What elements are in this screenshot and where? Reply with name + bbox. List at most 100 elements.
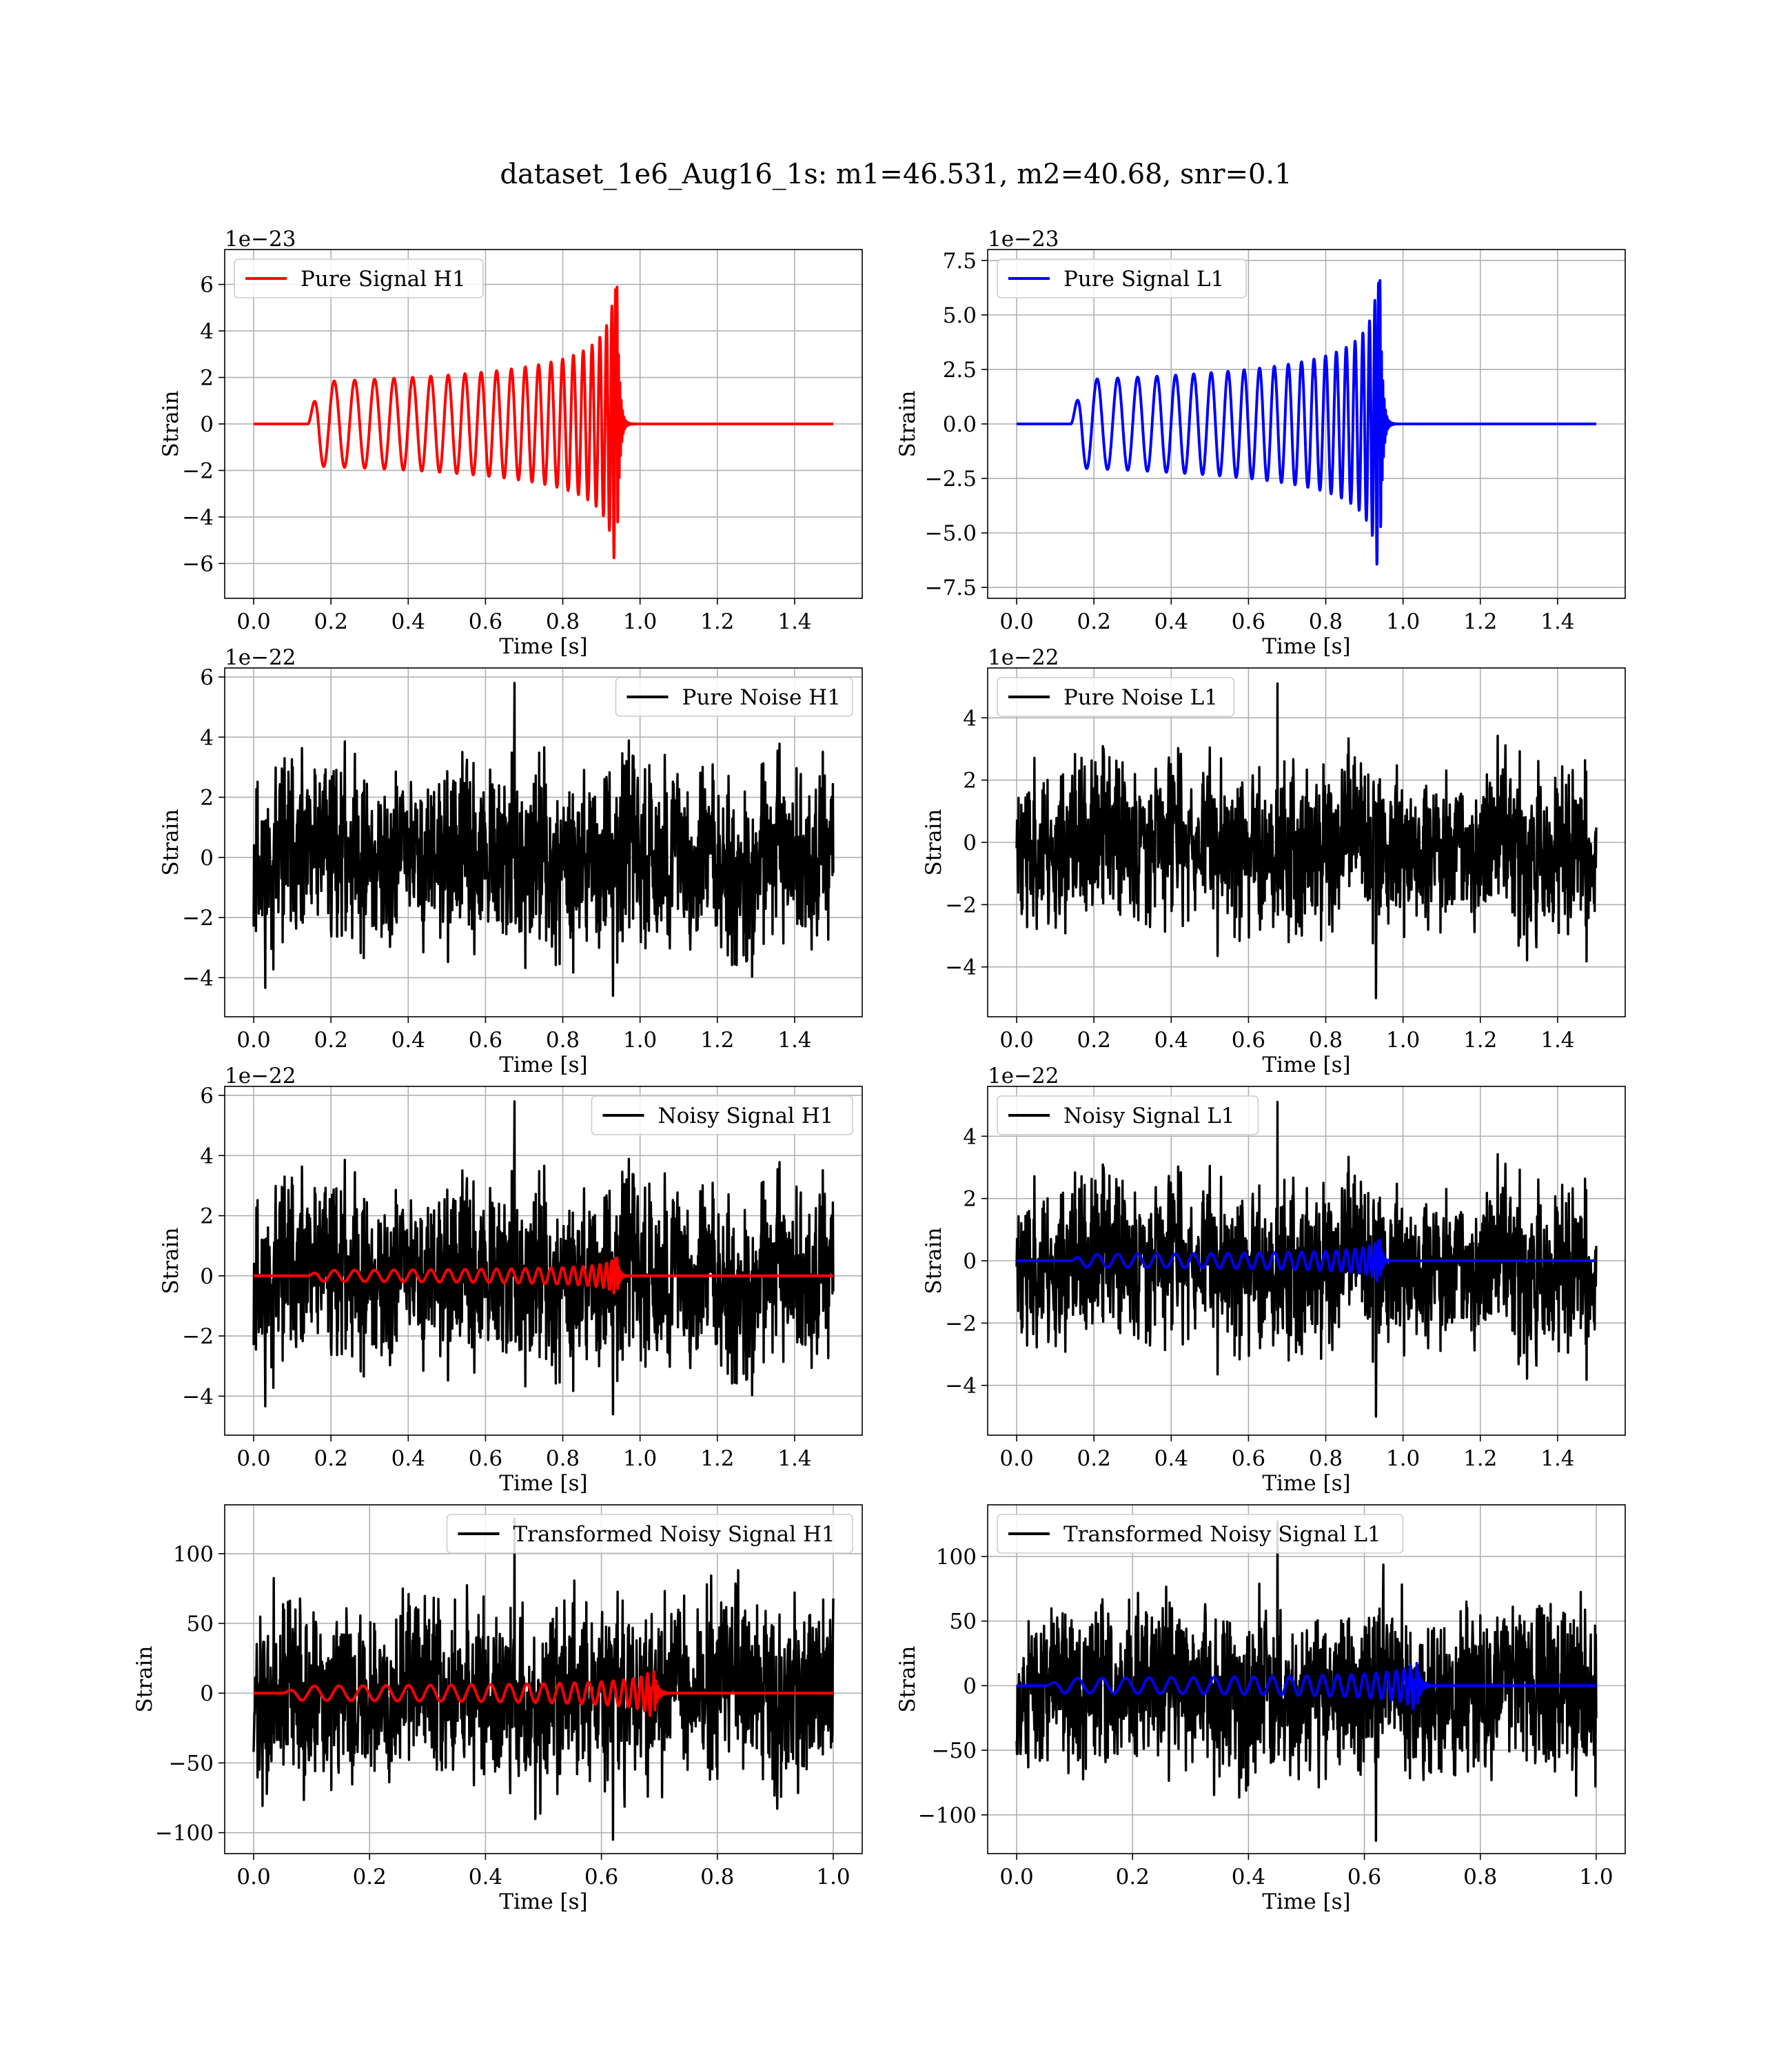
series-line-noisy-signal-h1 (252, 1100, 835, 1416)
x-tick-label: 0.4 (1232, 1865, 1265, 1889)
x-tick-label: 1.0 (623, 609, 657, 634)
axis-exponent: 1e−22 (225, 1064, 296, 1088)
legend-label: Pure Noise H1 (682, 685, 841, 710)
y-tick-label: 4 (200, 319, 214, 344)
x-tick-label: 0.8 (1309, 1028, 1343, 1053)
x-tick-label: 0.4 (469, 1865, 502, 1889)
y-tick-label: 0 (200, 1681, 214, 1706)
legend-box (997, 677, 1235, 717)
y-tick-label: 5.0 (943, 303, 977, 328)
y-tick-label: 6 (200, 273, 214, 298)
y-tick-label: 4 (963, 706, 977, 731)
y-tick-label: −2 (182, 458, 214, 483)
chart-panel-noisy-signal-l1: 0.0 0.2 0.4 0.6 0.8 1.0 1.2 1.4 4 2 0 −2 −4 Time [s] S… (922, 1064, 1626, 1496)
y-tick-label: 4 (200, 725, 214, 750)
series-group (252, 1517, 835, 1841)
legend: Noisy Signal H1 (591, 1095, 853, 1135)
x-tick-label: 0.6 (1232, 1028, 1265, 1053)
y-tick-label: −4 (945, 1374, 977, 1399)
series-group (1015, 278, 1598, 566)
y-tick-label: −2 (945, 1311, 977, 1336)
y-tick-label: 0.0 (943, 412, 977, 437)
legend-label: Noisy Signal L1 (1063, 1104, 1235, 1128)
x-tick-label: 1.4 (1540, 1028, 1574, 1053)
legend: Pure Noise L1 (997, 677, 1235, 717)
y-tick-label: 0 (963, 831, 977, 855)
series-line-transformed-noisy-signal-h1 (252, 1517, 835, 1841)
series-line-overlay-1 (1015, 1239, 1598, 1283)
y-axis-label: Strain (922, 809, 946, 876)
x-tick-label: 0.2 (1077, 1446, 1111, 1471)
chart-panel-transformed-noisy-signal-l1: 0.0 0.2 0.4 0.6 0.8 1.0 100 50 0 −50 −100 Time [s] S… (895, 1504, 1626, 1914)
x-tick-label: 0.2 (314, 1028, 348, 1053)
series-line-pure-signal-l1 (1015, 278, 1598, 566)
x-tick-label: 0.4 (391, 1446, 425, 1471)
axis-exponent: 1e−22 (988, 1064, 1059, 1088)
legend-box (591, 1095, 853, 1135)
y-tick-label: 100 (173, 1542, 214, 1567)
axis-exponent: 1e−22 (988, 645, 1059, 670)
chart-panel-transformed-noisy-signal-h1: 0.0 0.2 0.4 0.6 0.8 1.0 100 50 0 −50 −100 Time [s] S… (132, 1504, 863, 1914)
x-tick-label: 0.2 (1077, 1028, 1111, 1053)
chart-panel-pure-noise-l1: 0.0 0.2 0.4 0.6 0.8 1.0 1.2 1.4 4 2 0 −2 −4 Time [s] S… (922, 645, 1626, 1077)
x-tick-label: 0.8 (546, 1446, 580, 1471)
x-axis-label: Time [s] (499, 1889, 587, 1914)
figure-title: dataset_1e6_Aug16_1s: m1=46.531, m2=40.6… (500, 159, 1292, 190)
y-axis-label: Strain (895, 391, 920, 458)
y-tick-label: −100 (155, 1821, 214, 1846)
y-tick-label: 0 (200, 1264, 214, 1289)
x-tick-label: 0.0 (999, 1865, 1033, 1889)
axis-exponent: 1e−23 (988, 227, 1059, 252)
legend: Transformed Noisy Signal L1 (997, 1514, 1404, 1554)
y-tick-label: 6 (200, 1084, 214, 1108)
plot-frame (987, 1504, 1626, 1854)
y-tick-label: 0 (963, 1674, 977, 1699)
x-tick-label: 0.6 (1232, 1446, 1265, 1471)
legend: Pure Noise H1 (615, 677, 853, 717)
y-tick-label: 2 (963, 769, 977, 793)
legend-label: Transformed Noisy Signal L1 (1063, 1522, 1381, 1547)
y-tick-label: −2 (182, 1324, 214, 1349)
legend-label: Pure Signal H1 (301, 267, 466, 292)
x-tick-label: 0.6 (584, 1865, 618, 1889)
x-tick-label: 1.4 (1540, 609, 1574, 634)
y-tick-label: 2.5 (943, 358, 977, 383)
x-tick-label: 0.4 (1154, 1446, 1188, 1471)
x-tick-label: 0.0 (999, 1028, 1033, 1053)
x-tick-label: 0.8 (546, 1028, 580, 1053)
y-tick-label: −4 (182, 966, 214, 991)
x-axis-label: Time [s] (1262, 1889, 1350, 1914)
y-tick-label: 0 (200, 412, 214, 437)
y-tick-label: 100 (936, 1545, 977, 1570)
x-tick-label: 0.2 (1116, 1865, 1150, 1889)
x-tick-label: 1.2 (700, 1028, 734, 1053)
x-tick-label: 1.0 (1386, 609, 1420, 634)
y-tick-label: −4 (182, 505, 214, 530)
x-axis-label: Time [s] (499, 1471, 587, 1496)
series-line-overlay-1 (252, 1257, 835, 1295)
series-line-transformed-noisy-signal-l1 (1015, 1520, 1598, 1843)
x-tick-label: 1.2 (700, 609, 734, 634)
x-tick-label: 1.2 (1463, 609, 1497, 634)
legend: Noisy Signal L1 (997, 1095, 1259, 1135)
y-tick-label: 2 (200, 786, 214, 811)
x-tick-label: 1.0 (1386, 1446, 1420, 1471)
axis-exponent: 1e−22 (225, 645, 296, 670)
x-tick-label: 0.6 (469, 1446, 502, 1471)
series-line-overlay-1 (1015, 1661, 1598, 1710)
x-axis-label: Time [s] (1262, 1471, 1350, 1496)
y-tick-label: 4 (200, 1144, 214, 1168)
y-axis-label: Strain (159, 391, 183, 458)
x-tick-label: 0.0 (236, 1446, 270, 1471)
x-tick-label: 1.0 (816, 1865, 850, 1889)
series-line-pure-noise-l1 (1015, 682, 1598, 1000)
y-tick-label: −2 (182, 906, 214, 931)
x-tick-label: 1.2 (1463, 1446, 1497, 1471)
x-tick-label: 0.0 (236, 1028, 270, 1053)
series-group (1015, 1520, 1598, 1843)
legend-box (997, 1095, 1259, 1135)
y-tick-label: −100 (918, 1803, 977, 1828)
legend-label: Noisy Signal H1 (658, 1104, 834, 1128)
plot-frame (224, 1086, 863, 1436)
x-tick-label: 0.6 (469, 1028, 502, 1053)
